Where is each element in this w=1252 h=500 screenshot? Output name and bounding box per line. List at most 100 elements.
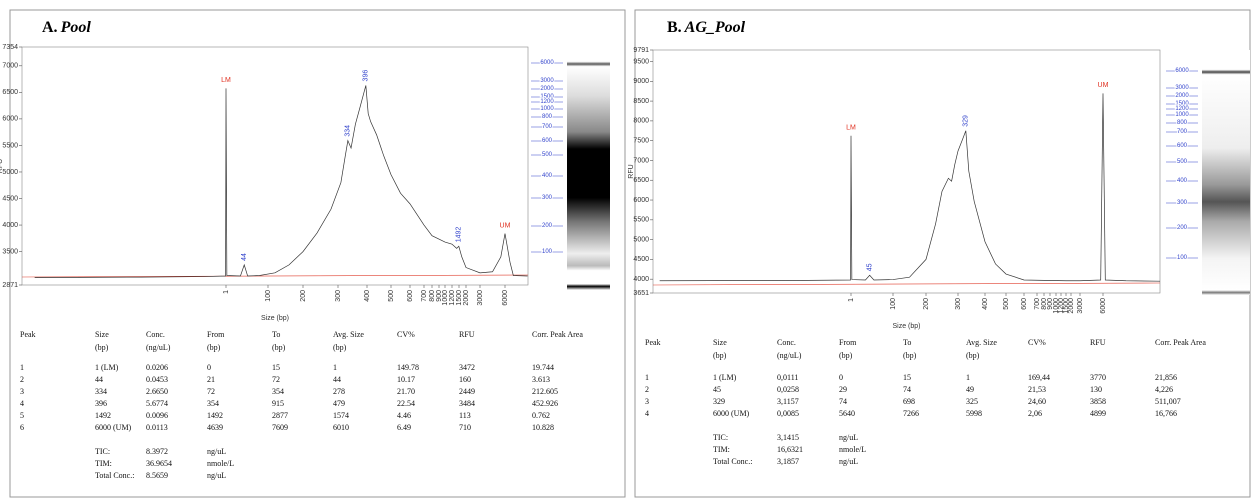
x-tick-label: 100 [265, 290, 272, 302]
x-tick-label: 1000 [442, 290, 449, 306]
y-tick-label: 6500 [633, 177, 649, 184]
table-cell: 24,60 [1028, 397, 1046, 406]
summary-cell: nmole/L [207, 459, 234, 468]
peak-label: LM [221, 77, 231, 84]
table-cell: 10.828 [532, 423, 554, 432]
x-tick-label: 3000 [477, 290, 484, 306]
ladder-label: 1000 [1175, 112, 1189, 118]
table-header: (bp) [713, 351, 727, 360]
table-cell: 1 (LM) [713, 373, 737, 382]
table-cell: 10.17 [397, 375, 415, 384]
table-header: (bp) [839, 351, 853, 360]
table-cell: 396 [95, 399, 107, 408]
table-cell: 6000 (UM) [95, 423, 132, 432]
summary-cell: ng/uL [207, 471, 226, 480]
table-cell: 2877 [272, 411, 288, 420]
table-cell: 160 [459, 375, 471, 384]
table-cell: 21,53 [1028, 385, 1046, 394]
table-cell: 5.6774 [146, 399, 168, 408]
x-tick-label: 1 [848, 298, 855, 302]
table-cell: 15 [903, 373, 911, 382]
table-header: Size [95, 330, 109, 339]
summary-cell: 36.9654 [146, 459, 172, 468]
table-cell: 6000 (UM) [713, 409, 750, 418]
x-tick-label: 200 [300, 290, 307, 302]
y-tick-label: 6000 [633, 197, 649, 204]
table-cell: 49 [966, 385, 974, 394]
table-header: (ng/uL) [146, 343, 171, 352]
x-tick-label: 2000 [1068, 298, 1075, 314]
summary-cell: TIC: [95, 447, 110, 456]
table-cell: 2449 [459, 387, 475, 396]
table-cell: 72 [272, 375, 280, 384]
ladder-label: 300 [1177, 200, 1188, 206]
y-axis-label: RFU [0, 159, 4, 173]
table-cell: 74 [839, 397, 847, 406]
ladder-label: 500 [1177, 159, 1188, 165]
x-tick-label: 400 [982, 298, 989, 310]
ladder-label: 200 [542, 223, 553, 229]
x-axis-label: Size (bp) [261, 315, 289, 322]
table-cell: 1492 [207, 411, 223, 420]
table-cell: 6010 [333, 423, 349, 432]
table-cell: 212.605 [532, 387, 558, 396]
summary-cell: 16,6321 [777, 445, 803, 454]
table-header: (bp) [95, 343, 109, 352]
ladder-label: 2000 [1175, 93, 1189, 99]
table-cell: 149.78 [397, 363, 419, 372]
table-cell: 3484 [459, 399, 475, 408]
baseline [653, 283, 1160, 285]
table-header: To [903, 338, 911, 347]
table-cell: 3 [20, 387, 24, 396]
ladder-label: 3000 [1175, 85, 1189, 91]
y-tick-label: 5500 [633, 217, 649, 224]
table-cell: 45 [713, 385, 721, 394]
table-cell: 1492 [95, 411, 111, 420]
y-tick-label: 4500 [633, 256, 649, 263]
ladder-label: 600 [1177, 143, 1188, 149]
table-cell: 0 [207, 363, 211, 372]
table-cell: 7266 [903, 409, 919, 418]
table-cell: 44 [333, 375, 341, 384]
table-cell: 16,766 [1155, 409, 1177, 418]
y-tick-label: 7354 [2, 44, 18, 51]
table-cell: 4 [645, 409, 649, 418]
x-tick-label: 800 [429, 290, 436, 302]
plot-frame [653, 50, 1160, 293]
x-tick-label: 400 [364, 290, 371, 302]
table-header: CV% [1028, 338, 1046, 347]
table-header: Peak [20, 330, 36, 339]
table-header: (ng/uL) [777, 351, 802, 360]
y-tick-label: 5000 [2, 169, 18, 176]
summary-cell: TIC: [713, 433, 728, 442]
table-cell: 325 [966, 397, 978, 406]
table-cell: 15 [272, 363, 280, 372]
panel-title: A.Pool [42, 19, 91, 36]
table-header: (bp) [207, 343, 221, 352]
table-cell: 452.926 [532, 399, 558, 408]
table-cell: 0.0096 [146, 411, 168, 420]
table-cell: 3472 [459, 363, 475, 372]
table-cell: 3770 [1090, 373, 1106, 382]
table-cell: 354 [207, 399, 219, 408]
table-cell: 0,0111 [777, 373, 798, 382]
ladder-label: 800 [1177, 120, 1188, 126]
y-axis-label: RFU [628, 164, 635, 178]
table-cell: 2 [20, 375, 24, 384]
table-cell: 4899 [1090, 409, 1106, 418]
x-tick-label: 300 [335, 290, 342, 302]
y-tick-label: 3651 [633, 290, 649, 297]
y-tick-label: 4000 [633, 276, 649, 283]
peak-label: 44 [241, 253, 248, 261]
table-cell: 4.46 [397, 411, 411, 420]
table-header: Avg. Size [966, 338, 997, 347]
table-header: From [839, 338, 857, 347]
x-tick-label: 600 [1021, 298, 1028, 310]
table-cell: 7609 [272, 423, 288, 432]
ladder-label: 700 [542, 124, 553, 130]
y-tick-label: 7000 [633, 157, 649, 164]
table-cell: 74 [903, 385, 911, 394]
figure: A.Pool2871350040004500500055006000650070… [0, 0, 1252, 500]
table-cell: 329 [713, 397, 725, 406]
summary-cell: TIM: [95, 459, 112, 468]
